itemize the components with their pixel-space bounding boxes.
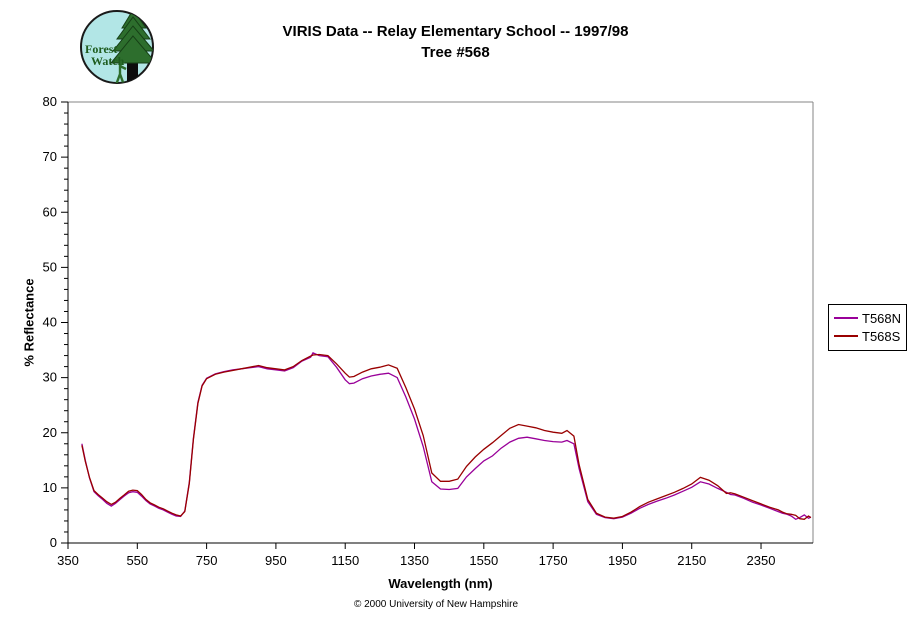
legend: T568N T568S <box>828 304 907 351</box>
forest-watch-logo: Forest Watch <box>80 10 154 84</box>
logo-tree-art <box>109 11 153 83</box>
y-tick-label: 10 <box>43 480 57 495</box>
y-tick-label: 60 <box>43 204 57 219</box>
legend-label-t568n: T568N <box>862 310 902 326</box>
y-tick-label: 40 <box>43 315 57 330</box>
y-tick-label: 80 <box>43 94 57 109</box>
y-tick-label: 30 <box>43 370 57 385</box>
copyright-text: © 2000 University of New Hampshire <box>353 599 519 610</box>
chart-title-line2: Tree #568 <box>421 44 490 61</box>
chart-title-line1: VIRIS Data -- Relay Elementary School --… <box>282 23 629 40</box>
logo-text-watch: Watch <box>91 54 125 68</box>
legend-label-t568s: T568S <box>862 328 901 344</box>
x-tick-label: 1350 <box>400 553 429 568</box>
legend-item-t568s: T568S <box>829 327 906 345</box>
title-block: VIRIS Data -- Relay Elementary School --… <box>0 21 911 63</box>
legend-item-t568n: T568N <box>829 309 906 327</box>
person-figure <box>114 56 127 83</box>
x-tick-label: 1750 <box>539 553 568 568</box>
x-tick-label: 2150 <box>677 553 706 568</box>
y-tick-label: 50 <box>43 259 57 274</box>
tree-trunk <box>127 46 138 83</box>
x-tick-label: 350 <box>57 553 79 568</box>
y-tick-label: 20 <box>43 425 57 440</box>
y-tick-label: 0 <box>50 535 57 550</box>
x-tick-label: 1950 <box>608 553 637 568</box>
x-tick-label: 550 <box>126 553 148 568</box>
series-line-T568S <box>81 353 812 520</box>
legend-line-sample-t568n <box>834 317 858 319</box>
series-line-T568N <box>81 351 812 521</box>
x-tick-label: 1150 <box>331 553 359 568</box>
x-axis-title: Wavelength (nm) <box>388 576 493 591</box>
x-tick-label: 1550 <box>469 553 498 568</box>
x-tick-label: 2350 <box>747 553 776 568</box>
x-tick-label: 750 <box>196 553 218 568</box>
legend-line-sample-t568s <box>834 335 858 337</box>
y-tick-label: 70 <box>43 149 57 164</box>
logo-text-forest: Forest <box>85 42 117 56</box>
tree-foliage <box>109 11 153 64</box>
x-tick-label: 950 <box>265 553 287 568</box>
